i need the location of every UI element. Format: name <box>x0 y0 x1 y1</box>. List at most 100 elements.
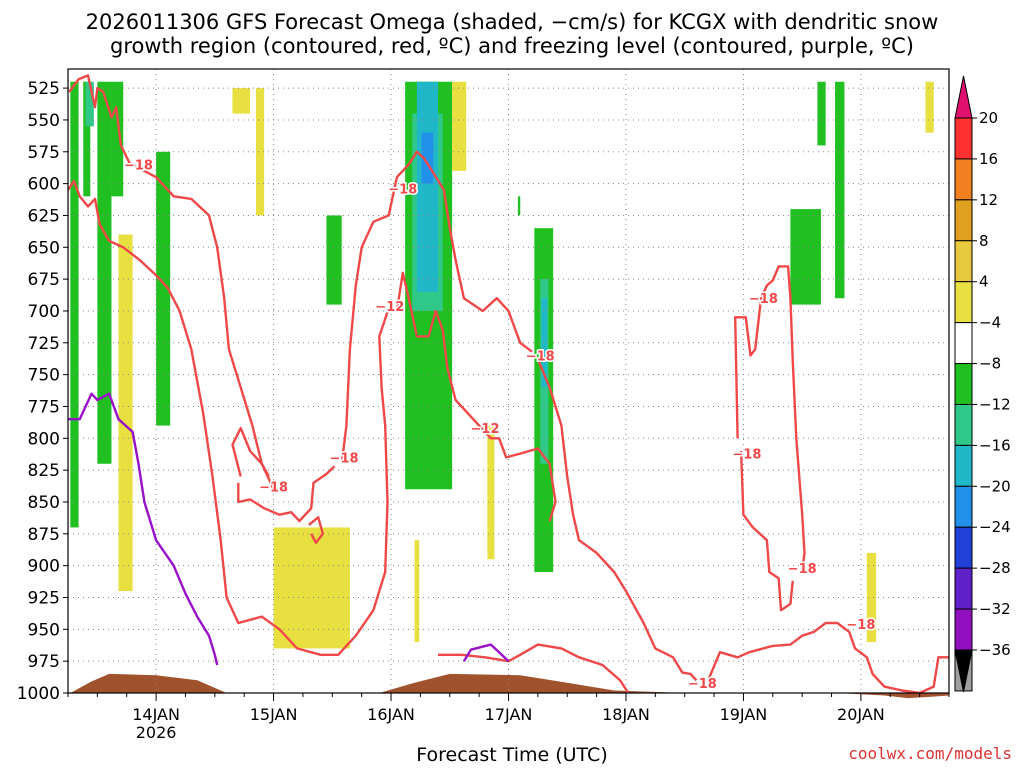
colorbar-swatch <box>954 158 973 201</box>
freezing-level-contour <box>68 392 219 666</box>
y-tick-label: 525 <box>28 79 60 99</box>
terrain-layer <box>68 673 949 699</box>
y-tick-label: 600 <box>28 175 60 195</box>
omega-shade-cell <box>421 132 434 184</box>
colorbar-swatch <box>954 444 973 487</box>
omega-shade-cell <box>835 81 845 299</box>
y-tick-label: 550 <box>28 111 60 131</box>
freezing-level-contour <box>462 643 510 663</box>
omega-shade-cell <box>790 209 821 305</box>
colorbar-swatch <box>954 363 973 405</box>
omega-shade-cell <box>70 81 79 528</box>
y-tick-label: 750 <box>28 366 60 386</box>
colorbar-label: −16 <box>979 436 1011 454</box>
dgz-contour <box>438 643 630 693</box>
x-tick-label: 19JAN <box>720 705 768 724</box>
omega-shade-cell <box>232 88 251 114</box>
colorbar: 20 16 12 8 4 −4 −8 −12 −16 −20 −24 −28 −32 −36 <box>954 75 1011 693</box>
dgz-contour <box>68 74 275 490</box>
y-tick-label: 875 <box>28 525 60 545</box>
x-tick-label: 20JAN <box>837 705 885 724</box>
credit-text: coolwx.com/models <box>848 744 1012 763</box>
y-tick-label: 800 <box>28 429 60 449</box>
colorbar-label: −20 <box>979 477 1011 495</box>
omega-shade-cell <box>111 81 124 197</box>
colorbar-label: −36 <box>979 641 1011 659</box>
y-tick-label: 975 <box>28 652 60 672</box>
x-tick-label: 14JAN <box>132 705 180 724</box>
dgz-contour <box>739 450 794 612</box>
contour-label: −18 <box>788 562 817 577</box>
y-tick-label: 1000 <box>17 684 60 704</box>
contour-label: −18 <box>330 451 359 466</box>
x-tick-label: 18JAN <box>602 705 650 724</box>
colorbar-swatch <box>954 567 973 610</box>
omega-shade-cell <box>925 81 934 133</box>
y-tick-label: 825 <box>28 461 60 481</box>
y-tick-label: 850 <box>28 493 60 513</box>
omega-shade-cell <box>866 552 877 643</box>
omega-shade-cell <box>156 151 171 426</box>
dgz-contour <box>395 271 557 522</box>
colorbar-swatch <box>954 608 973 651</box>
omega-shade-cell <box>416 81 439 292</box>
y-tick-label: 700 <box>28 302 60 322</box>
contour-label-layer: −18 −18 −12 −18 −12 −18 −18 −18 −18 −18 −18 −18 <box>122 157 876 693</box>
omega-shade-cell <box>273 527 350 649</box>
dgz-contour <box>734 265 806 573</box>
x-tick-label: 16JAN <box>367 705 415 724</box>
x-tick-sublabel: 2026 <box>136 723 177 742</box>
y-tick-label: 625 <box>28 206 60 226</box>
colorbar-label: −12 <box>979 395 1011 413</box>
omega-shade-cell <box>83 81 91 197</box>
chart-title-line-1: 2026011306 GFS Forecast Omega (shaded, −… <box>85 10 939 34</box>
colorbar-label: −28 <box>979 559 1011 577</box>
dgz-contour <box>308 516 325 544</box>
y-tick-label: 725 <box>28 334 60 354</box>
colorbar-top-arrow <box>954 75 973 119</box>
terrain-ground <box>68 673 949 699</box>
colorbar-swatch <box>954 322 973 365</box>
y-tick-label: 675 <box>28 270 60 290</box>
colorbar-swatch <box>954 526 973 569</box>
contour-layer <box>68 74 949 693</box>
omega-shade-cell <box>414 540 420 643</box>
contour-label: −12 <box>375 300 404 315</box>
colorbar-swatch <box>954 240 973 283</box>
x-axis-title: Forecast Time (UTC) <box>416 744 608 766</box>
dgz-contour <box>68 179 390 656</box>
colorbar-swatch <box>954 485 973 528</box>
dgz-contour <box>340 150 533 464</box>
colorbar-label: 16 <box>979 150 998 168</box>
colorbar-swatch <box>954 117 973 160</box>
y-tick-label: 900 <box>28 557 60 577</box>
contour-label: −18 <box>259 481 288 496</box>
contour-label: −18 <box>688 677 717 692</box>
contour-label: −18 <box>846 618 875 633</box>
contour-label: −18 <box>732 448 761 463</box>
y-axis: 525 550 575 600 625 650 675 700 725 750 775 800 825 8… <box>17 79 68 704</box>
omega-shade-cell <box>97 81 112 464</box>
x-tick-label: 15JAN <box>250 705 298 724</box>
colorbar-label: −8 <box>979 355 1001 373</box>
contour-label: −18 <box>526 350 555 365</box>
grid-layer <box>68 69 949 694</box>
colorbar-swatch <box>954 199 973 242</box>
omega-shade-cell <box>541 298 548 388</box>
dgz-contour <box>536 358 698 682</box>
contour-label: −12 <box>471 422 500 437</box>
colorbar-label: −24 <box>979 518 1011 536</box>
omega-shade-cell <box>85 81 94 127</box>
contour-label: −18 <box>124 159 153 174</box>
x-tick-label: 17JAN <box>485 705 533 724</box>
colorbar-label: −4 <box>979 314 1001 332</box>
dgz-contour <box>237 465 336 523</box>
omega-shade-cell <box>118 234 133 592</box>
y-tick-label: 775 <box>28 397 60 417</box>
omega-shade-cell <box>487 425 495 560</box>
colorbar-label: 4 <box>979 273 989 291</box>
colorbar-label: 20 <box>979 109 998 127</box>
y-tick-label: 950 <box>28 620 60 640</box>
